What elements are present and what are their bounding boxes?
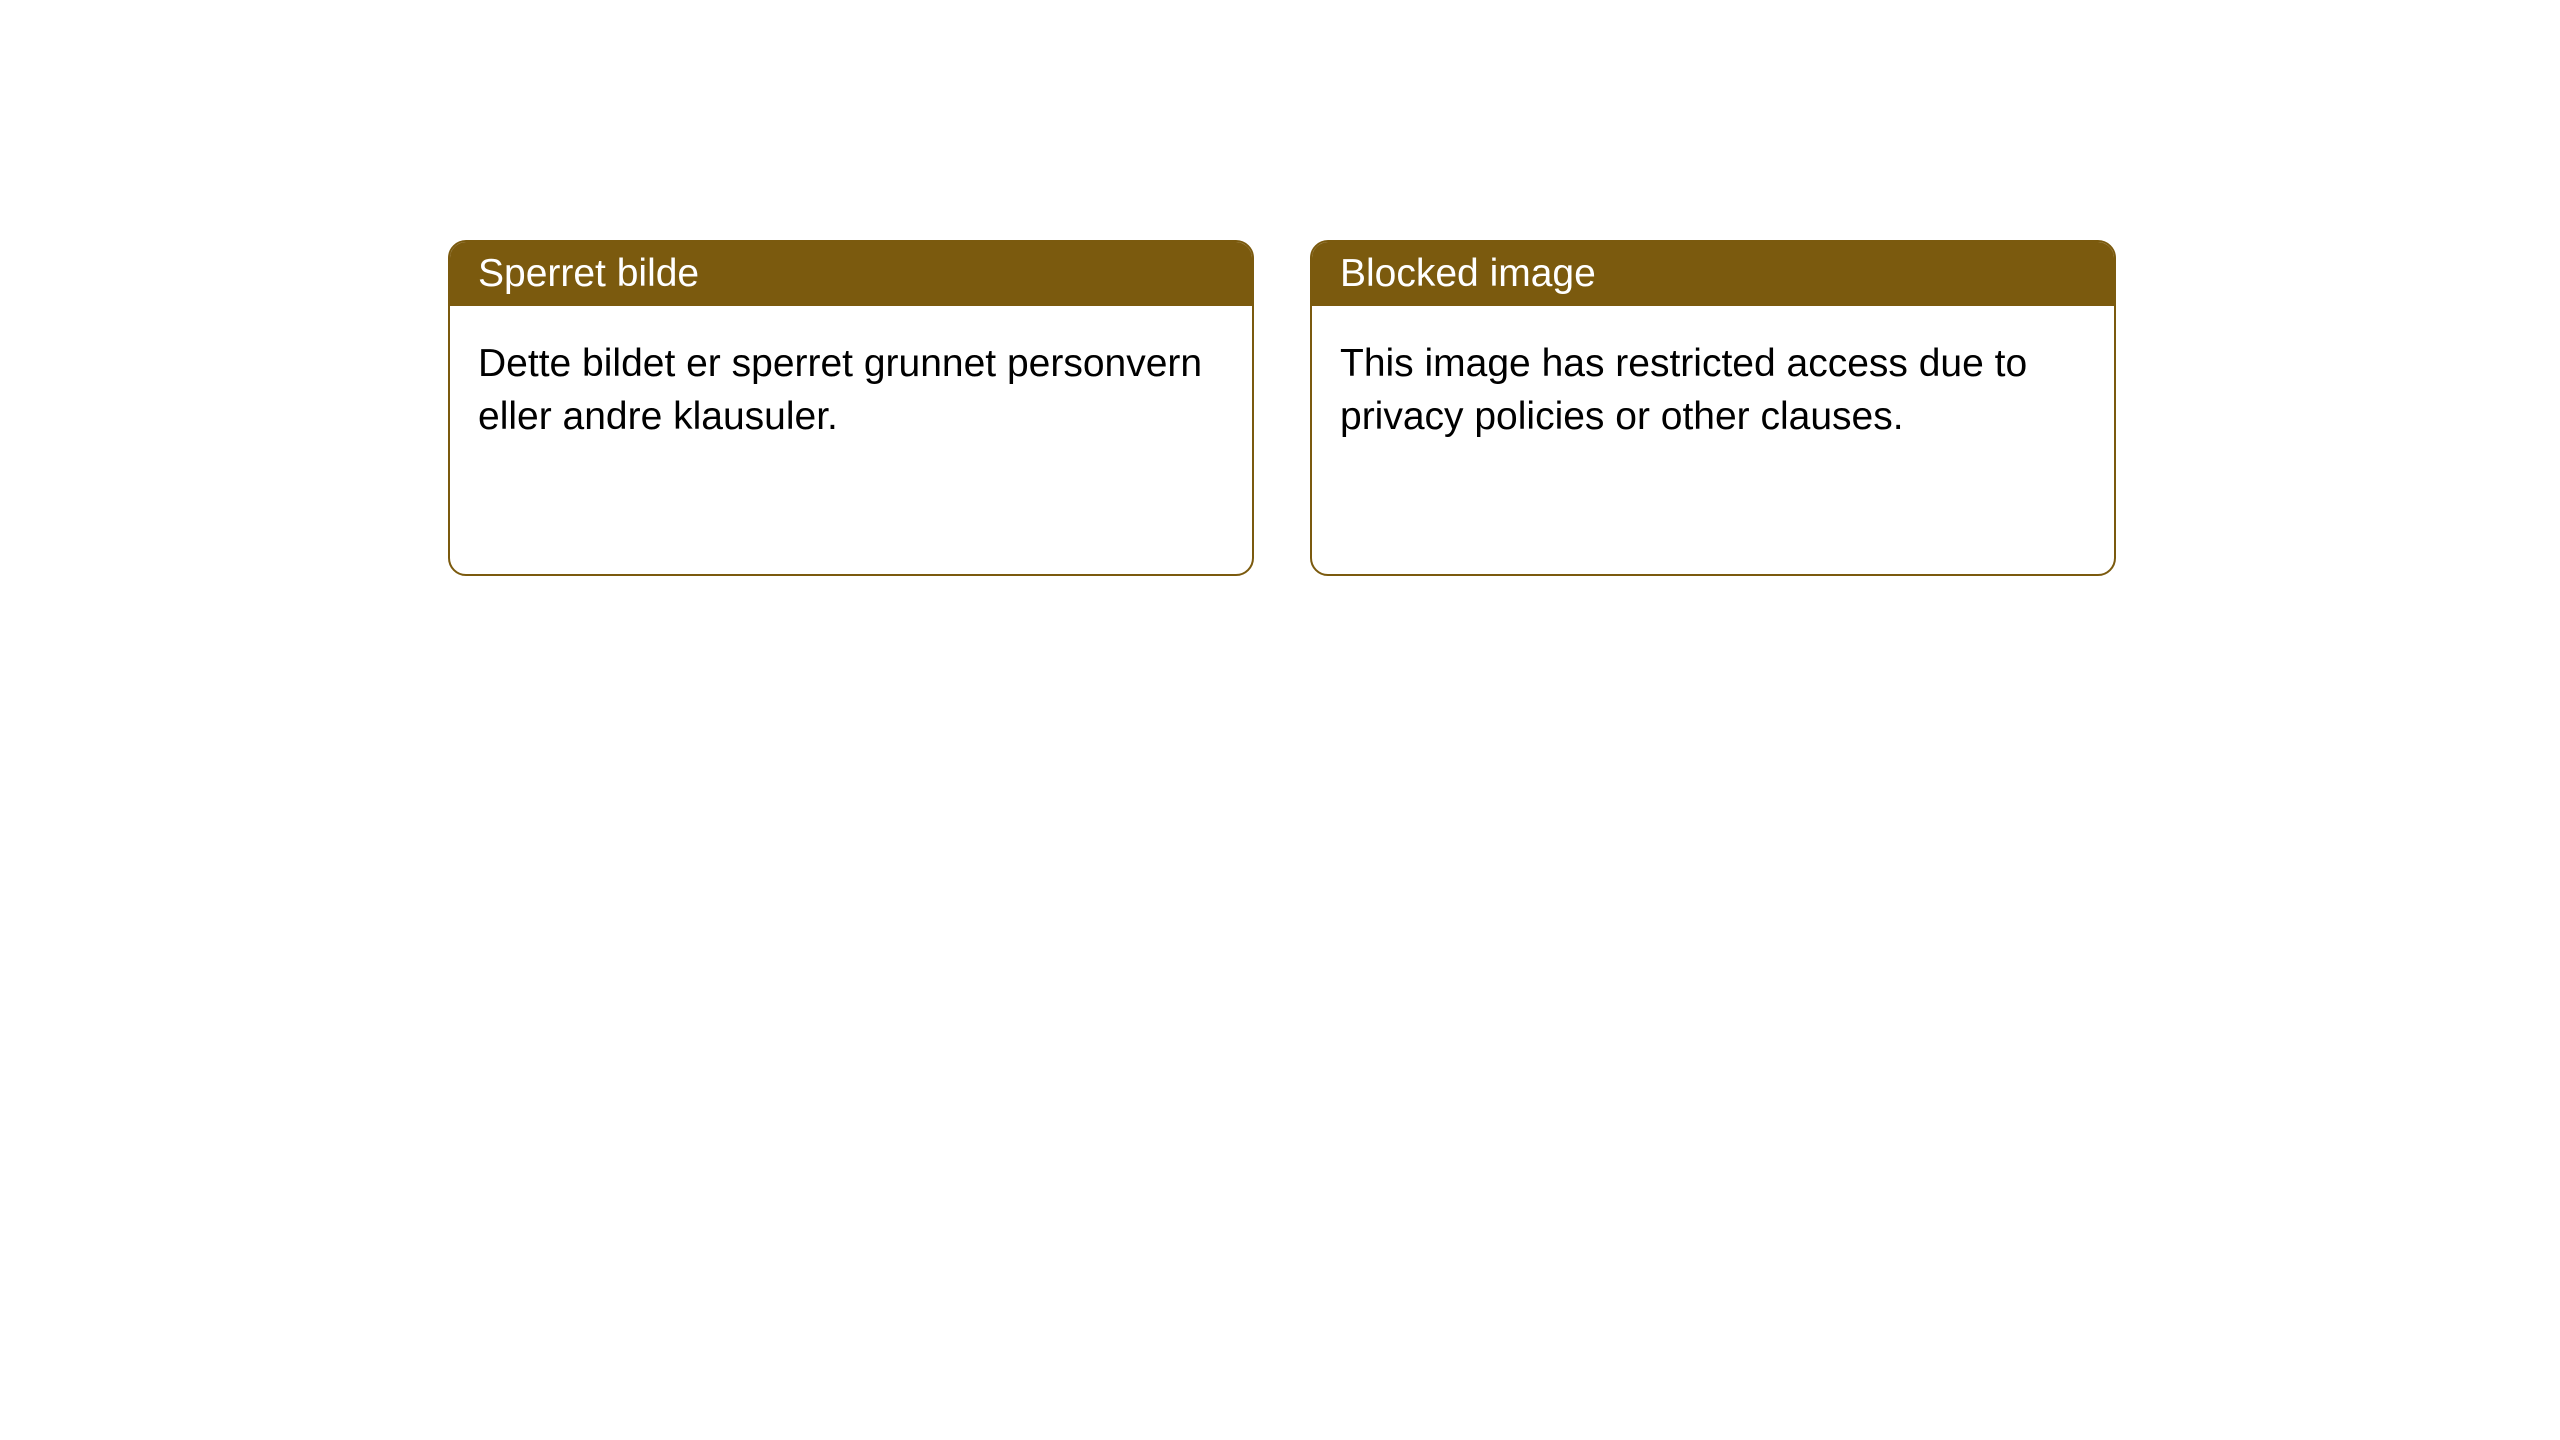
notice-card-english: Blocked image This image has restricted …	[1310, 240, 2116, 576]
notice-card-body: This image has restricted access due to …	[1312, 306, 2114, 475]
notice-card-title: Blocked image	[1312, 242, 2114, 306]
notice-cards-row: Sperret bilde Dette bildet er sperret gr…	[448, 240, 2116, 576]
notice-card-title: Sperret bilde	[450, 242, 1252, 306]
notice-card-body: Dette bildet er sperret grunnet personve…	[450, 306, 1252, 475]
notice-card-norwegian: Sperret bilde Dette bildet er sperret gr…	[448, 240, 1254, 576]
